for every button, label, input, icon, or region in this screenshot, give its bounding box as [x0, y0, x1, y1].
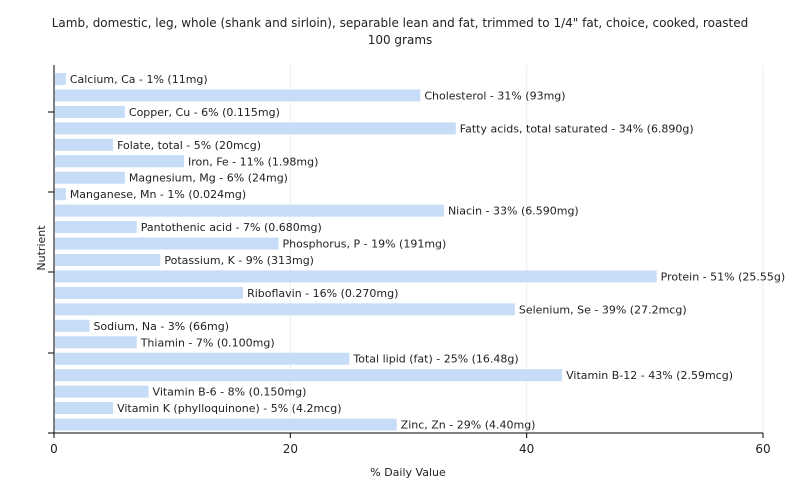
bar-label-11: Potassium, K - 9% (313mg)	[164, 254, 314, 267]
bar-label-6: Magnesium, Mg - 6% (24mg)	[129, 172, 288, 185]
bar-label-0: Calcium, Ca - 1% (11mg)	[70, 73, 208, 86]
bar-9	[55, 221, 137, 234]
chart-title: Lamb, domestic, leg, whole (shank and si…	[52, 16, 749, 30]
bar-label-20: Vitamin K (phylloquinone) - 5% (4.2mcg)	[117, 402, 341, 415]
bar-label-3: Fatty acids, total saturated - 34% (6.89…	[460, 122, 694, 135]
x-tick-label-1: 20	[283, 442, 298, 456]
bar-18	[55, 369, 563, 382]
bar-label-13: Riboflavin - 16% (0.270mg)	[247, 287, 398, 300]
bar-11	[55, 254, 161, 266]
bar-20	[55, 402, 114, 415]
bar-0	[55, 73, 66, 85]
bar-label-10: Phosphorus, P - 19% (191mg)	[283, 238, 447, 251]
bar-8	[55, 204, 444, 217]
y-axis-label: Nutrient	[35, 225, 48, 271]
bar-label-19: Vitamin B-6 - 8% (0.150mg)	[153, 386, 307, 399]
bar-12	[55, 270, 657, 283]
bar-label-8: Niacin - 33% (6.590mg)	[448, 205, 579, 218]
bar-7	[55, 188, 66, 201]
bar-label-7: Manganese, Mn - 1% (0.024mg)	[70, 188, 246, 201]
bar-6	[55, 171, 125, 184]
bar-label-12: Protein - 51% (25.55g)	[661, 270, 786, 283]
bar-21	[55, 418, 397, 431]
bar-13	[55, 286, 244, 299]
bar-2	[55, 105, 125, 118]
bar-14	[55, 303, 515, 316]
bar-17	[55, 352, 350, 365]
bar-4	[55, 138, 114, 151]
bars: Calcium, Ca - 1% (11mg) Cholesterol - 31%…	[55, 73, 785, 432]
chart-subtitle: 100 grams	[368, 33, 433, 47]
bar-label-1: Cholesterol - 31% (93mg)	[424, 89, 565, 102]
bar-label-18: Vitamin B-12 - 43% (2.59mcg)	[566, 369, 733, 382]
bar-label-16: Thiamin - 7% (0.100mg)	[140, 336, 275, 349]
bar-label-5: Iron, Fe - 11% (1.98mg)	[188, 155, 318, 168]
bar-label-14: Selenium, Se - 39% (27.2mcg)	[519, 303, 687, 316]
x-tick-label-0: 0	[50, 442, 58, 456]
bar-1	[55, 89, 421, 102]
bar-label-2: Copper, Cu - 6% (0.115mg)	[129, 106, 280, 119]
bar-19	[55, 385, 149, 398]
bar-10	[55, 237, 279, 250]
bar-label-17: Total lipid (fat) - 25% (16.48g)	[352, 353, 518, 366]
x-tick-label-2: 40	[519, 442, 534, 456]
bar-5	[55, 155, 184, 168]
bar-label-15: Sodium, Na - 3% (66mg)	[93, 320, 229, 333]
x-tick-label-3: 60	[755, 442, 770, 456]
axes: 0 20 40 60	[48, 65, 771, 456]
bar-16	[55, 336, 137, 349]
bar-label-21: Zinc, Zn - 29% (4.40mg)	[401, 419, 536, 432]
x-axis-label: % Daily Value	[370, 466, 446, 479]
bar-label-9: Pantothenic acid - 7% (0.680mg)	[141, 221, 322, 234]
bar-label-4: Folate, total - 5% (20mcg)	[117, 139, 261, 152]
bar-3	[55, 122, 456, 135]
bar-15	[55, 319, 90, 332]
